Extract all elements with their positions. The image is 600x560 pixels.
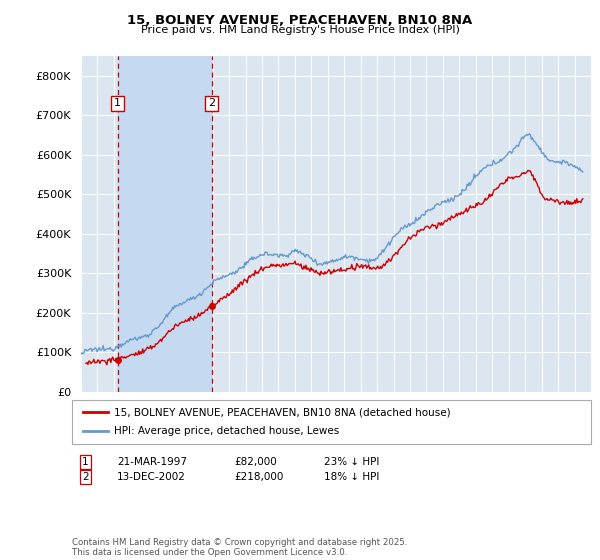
Text: Contains HM Land Registry data © Crown copyright and database right 2025.
This d: Contains HM Land Registry data © Crown c…	[72, 538, 407, 557]
Text: 2: 2	[208, 99, 215, 109]
Text: 2: 2	[82, 472, 89, 482]
Text: HPI: Average price, detached house, Lewes: HPI: Average price, detached house, Lewe…	[114, 426, 339, 436]
Text: Price paid vs. HM Land Registry's House Price Index (HPI): Price paid vs. HM Land Registry's House …	[140, 25, 460, 35]
Text: 21-MAR-1997: 21-MAR-1997	[117, 457, 187, 467]
Text: 23% ↓ HPI: 23% ↓ HPI	[324, 457, 379, 467]
Text: 13-DEC-2002: 13-DEC-2002	[117, 472, 186, 482]
Text: 15, BOLNEY AVENUE, PEACEHAVEN, BN10 8NA (detached house): 15, BOLNEY AVENUE, PEACEHAVEN, BN10 8NA …	[114, 407, 451, 417]
Text: 1: 1	[82, 457, 89, 467]
Text: £218,000: £218,000	[234, 472, 283, 482]
Text: 18% ↓ HPI: 18% ↓ HPI	[324, 472, 379, 482]
Text: 15, BOLNEY AVENUE, PEACEHAVEN, BN10 8NA: 15, BOLNEY AVENUE, PEACEHAVEN, BN10 8NA	[127, 14, 473, 27]
Bar	[118, 56, 212, 392]
Text: £82,000: £82,000	[234, 457, 277, 467]
Text: 1: 1	[114, 99, 121, 109]
